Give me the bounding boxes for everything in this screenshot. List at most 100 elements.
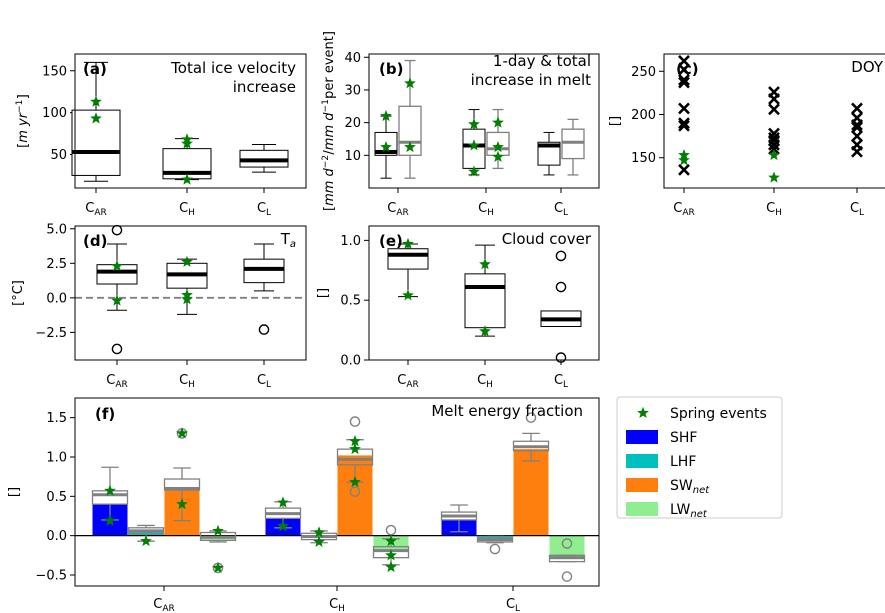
box-h	[464, 244, 506, 337]
y-tick-label: 10	[344, 149, 361, 164]
axes-frame	[368, 53, 600, 189]
box-1-day-h	[462, 109, 486, 176]
spring-event-star	[468, 118, 480, 130]
spring-event-star	[468, 165, 480, 177]
spring-event-star	[111, 259, 123, 272]
spring-event-star	[90, 112, 102, 124]
y-tick-label: 250	[631, 65, 656, 80]
panel-letter: (f)	[95, 405, 115, 423]
spring-event-star	[111, 294, 123, 306]
legend-label: LWnet	[670, 502, 708, 520]
box-ar	[96, 243, 138, 311]
legend-entry-sw: SWnet	[626, 478, 710, 496]
y-tick-label: 0.5	[340, 294, 361, 309]
y-tick-label: 1.0	[340, 234, 361, 249]
x-marker	[851, 102, 863, 115]
spring-event-star	[176, 497, 188, 510]
panel-title: increase	[233, 78, 296, 96]
spring-event-star	[349, 475, 361, 488]
spring-event-star	[479, 325, 491, 337]
spring-event-star	[492, 150, 504, 162]
legend: Spring events SHF LHF SWnet LWnet	[616, 396, 783, 520]
x-tick-label-h: CH	[179, 373, 195, 390]
spring-event-star	[176, 427, 188, 439]
box-lhf-l	[476, 535, 514, 544]
spring-event-star	[181, 173, 193, 185]
y-axis-label: [m yr−1 ]	[15, 94, 31, 148]
spring-event-star	[402, 237, 414, 249]
x-marker	[678, 54, 690, 67]
legend-frame	[616, 396, 783, 519]
y-tick-label: 40	[344, 51, 361, 66]
panel-title: Ta	[280, 230, 296, 250]
box-l	[239, 143, 289, 173]
x-tick-label-ar: CAR	[397, 373, 419, 390]
spring-event-star	[349, 435, 361, 447]
x-marker	[678, 74, 690, 86]
spring-event-star	[385, 560, 397, 573]
spring-event-star	[404, 77, 416, 89]
y-axis-label: []	[316, 288, 331, 298]
panel-title: Melt energy fraction	[431, 402, 583, 420]
box-iqr	[462, 128, 486, 169]
x-tick-label-h: CH	[329, 597, 345, 613]
outlier-circle	[258, 324, 270, 335]
y-tick-label: 200	[631, 108, 656, 123]
spring-event-star	[385, 549, 397, 561]
spring-event-star	[768, 148, 780, 161]
spring-event-star	[492, 116, 504, 128]
y-tick-label: 1.0	[46, 450, 67, 465]
legend-patch	[626, 502, 658, 516]
outlier-circle	[561, 538, 573, 549]
x-tick-label-h: CH	[477, 373, 493, 390]
box-iqr	[243, 258, 285, 284]
spring-event-star	[181, 137, 193, 149]
x-tick-label-ar: CAR	[85, 201, 107, 218]
legend-label: SWnet	[670, 478, 710, 496]
panel-letter: (e)	[379, 232, 403, 250]
box-total-l	[561, 118, 585, 176]
box-sw_net-l	[512, 432, 550, 462]
panel-c: 150 200 250 (c) DOY CAR CH CL []	[608, 53, 885, 218]
y-tick-label: 150	[42, 64, 67, 79]
box-ar	[71, 61, 121, 182]
legend-patch	[626, 454, 658, 468]
spring-event-star	[212, 524, 224, 536]
y-tick-label: 50	[50, 148, 67, 163]
axes-frame	[74, 225, 307, 361]
x-marker	[768, 93, 780, 105]
box-iqr	[387, 248, 429, 270]
panel-letter: (d)	[83, 232, 107, 250]
box-iqr	[537, 141, 561, 166]
spring-event-star	[277, 496, 289, 508]
box-iqr	[398, 105, 422, 156]
x-tick-label-h: CH	[766, 201, 782, 218]
spring-event-star	[402, 289, 414, 301]
legend-star-icon	[637, 406, 649, 419]
outlier-circle	[349, 416, 361, 427]
x-tick-label-l: CL	[554, 201, 568, 218]
spring-event-star	[404, 140, 416, 153]
spring-event-star	[313, 526, 325, 538]
axes-frame	[368, 225, 600, 361]
box-1-day-l	[537, 131, 561, 176]
x-marker	[851, 118, 863, 131]
spring-event-star	[479, 258, 491, 270]
spring-event-star	[277, 520, 289, 532]
x-tick-label-l: CL	[257, 201, 271, 218]
spring-event-star	[492, 140, 504, 153]
panel-letter: (a)	[83, 60, 107, 78]
y-tick-label: 30	[344, 83, 361, 98]
x-marker	[768, 138, 780, 151]
outlier-circle	[349, 486, 361, 497]
panel-title: 1-day & total	[493, 52, 591, 70]
panel-e: 0.0 0.5 1.0 (e) Cloud cover CAR CH CL []	[316, 225, 600, 390]
y-tick-label: 5.0	[46, 222, 67, 237]
spring-event-star	[678, 154, 690, 166]
bar-sw_net-l	[513, 449, 549, 536]
x-tick-label-ar: CAR	[387, 201, 409, 218]
panel-title: DOY	[851, 58, 884, 76]
spring-event-star	[140, 534, 152, 547]
x-marker	[678, 117, 690, 130]
